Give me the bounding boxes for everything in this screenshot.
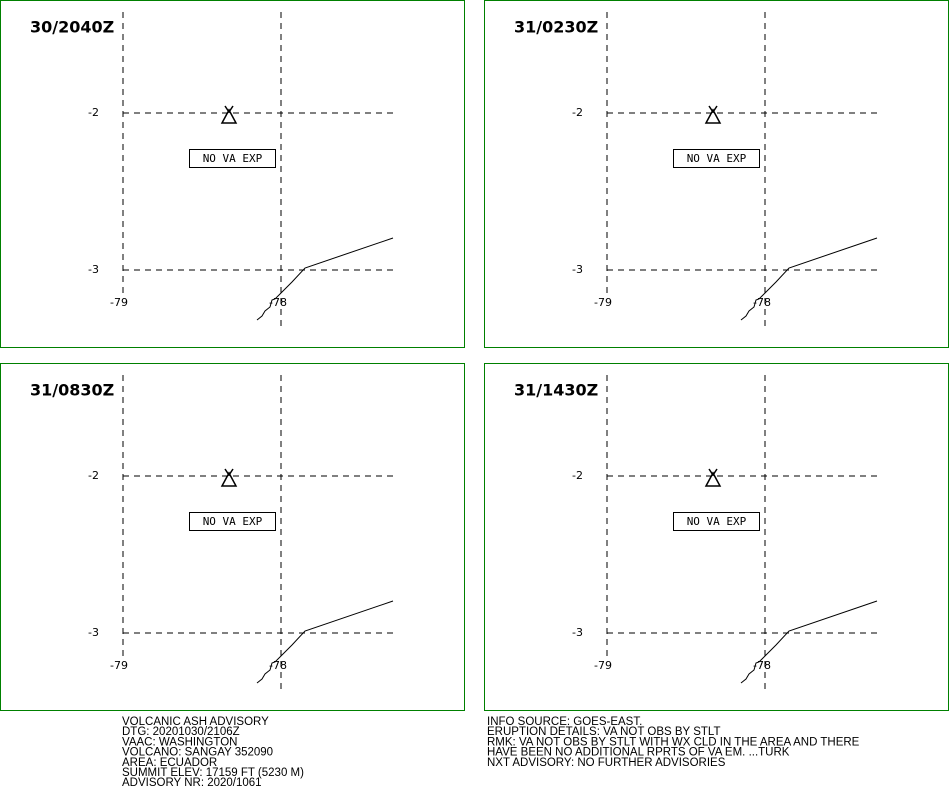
advisory-line: HAVE BEEN NO ADDITIONAL RPRTS OF VA EM. … (487, 747, 790, 759)
lat-label: -2 (88, 469, 99, 482)
panel-border (484, 363, 949, 711)
label-box (189, 512, 276, 531)
panel-time: 30/2040Z (30, 18, 114, 37)
lat-label: -2 (572, 106, 583, 119)
panel-time: 31/1430Z (514, 381, 598, 400)
advisory-line: VAAC: WASHINGTON (122, 736, 237, 748)
lat-label: -3 (88, 263, 99, 276)
lat-label: -2 (572, 469, 583, 482)
volcano-symbol (220, 468, 238, 487)
panel-time: 31/0230Z (514, 18, 598, 37)
advisory-line: SUMMIT ELEV: 17159 FT (5230 M) (122, 767, 304, 779)
label-box (673, 512, 760, 531)
no-ash-label: NO VA EXP (203, 515, 263, 528)
coastline (740, 237, 878, 321)
panel-border (484, 0, 949, 348)
lon-label: -79 (594, 659, 612, 672)
label-box (189, 149, 276, 168)
no-ash-label: NO VA EXP (687, 515, 747, 528)
coastline (256, 237, 394, 321)
lat-label: -3 (88, 626, 99, 639)
advisory-line: ERUPTION DETAILS: VA NOT OBS BY STLT (487, 726, 720, 738)
lat-label: -3 (572, 626, 583, 639)
advisory-line: ADVISORY NR: 2020/1061 (122, 777, 262, 789)
volcano-symbol (704, 105, 722, 124)
coastline (256, 600, 394, 684)
lat-label: -3 (572, 263, 583, 276)
advisory-line: NXT ADVISORY: NO FURTHER ADVISORIES (487, 757, 726, 769)
volcano-symbol (704, 468, 722, 487)
no-ash-label: NO VA EXP (687, 152, 747, 165)
label-box (673, 149, 760, 168)
volcano-symbol (220, 105, 238, 124)
panel-border (0, 0, 465, 348)
advisory-line: VOLCANO: SANGAY 352090 (122, 747, 273, 759)
lat-label: -2 (88, 106, 99, 119)
lon-label: -79 (594, 296, 612, 309)
no-ash-label: NO VA EXP (203, 152, 263, 165)
lon-label: -79 (110, 659, 128, 672)
advisory-line: VOLCANIC ASH ADVISORY (122, 716, 269, 728)
coastline (740, 600, 878, 684)
advisory-line: INFO SOURCE: GOES-EAST. (487, 716, 642, 728)
panel-border (0, 363, 465, 711)
advisory-line: DTG: 20201030/2106Z (122, 726, 240, 738)
lon-label: -79 (110, 296, 128, 309)
panel-time: 31/0830Z (30, 381, 114, 400)
advisory-line: RMK: VA NOT OBS BY STLT WITH WX CLD IN T… (487, 736, 860, 748)
advisory-line: AREA: ECUADOR (122, 757, 217, 769)
